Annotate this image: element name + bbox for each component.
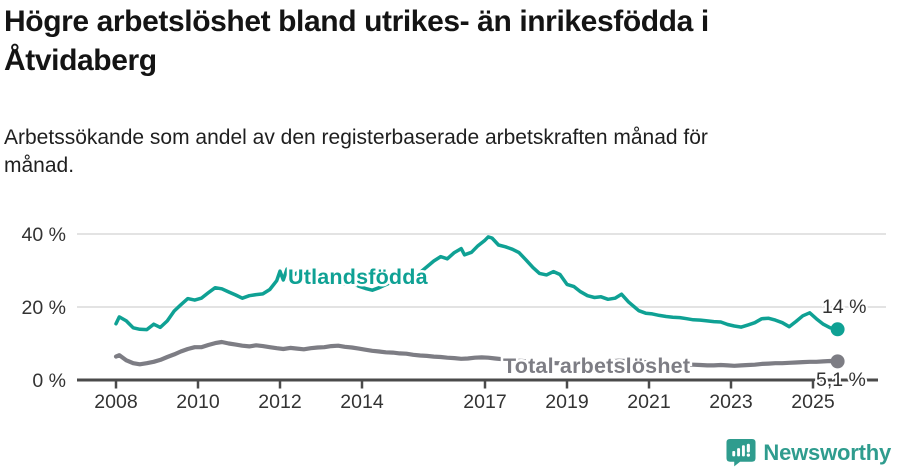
series-label-utlandsfodda: Utlandsfödda	[288, 265, 429, 289]
x-tick-label-2008: 2008	[94, 391, 137, 413]
chart-title-line-2: Åtvidaberg	[4, 44, 157, 77]
end-value-label-utlandsfodda: 14 %	[822, 296, 866, 318]
gridlines	[77, 233, 886, 308]
newsworthy-logo-icon	[726, 438, 756, 467]
x-tick-label-2019: 2019	[545, 391, 588, 413]
chart-title-line-1: Högre arbetslöshet bland utrikes- än inr…	[4, 5, 709, 38]
end-value-label-total: 5,1 %	[816, 369, 866, 391]
y-tick-label-20: 20 %	[22, 297, 66, 319]
series-line-total	[113, 339, 840, 368]
end-value-labels: 14 % 5,1 %	[814, 294, 868, 393]
x-tick-label-2021: 2021	[627, 391, 670, 413]
x-tick-label-2014: 2014	[340, 391, 384, 413]
x-axis-labels: 2008 2010 2012 2014 2017 2019 2021 2023 2025	[94, 391, 835, 413]
newsworthy-brand-text: Newsworthy	[763, 439, 891, 465]
unemployment-line-chart: 0 % 20 % 40 % 2008 2010 2012 2014 2017 2019 2021…	[22, 224, 886, 413]
x-tick-label-2025: 2025	[791, 391, 835, 413]
x-tick-label-2017: 2017	[463, 391, 506, 413]
series-inline-labels: Utlandsfödda Total arbetslöshet	[286, 263, 693, 381]
series-end-dot-total	[830, 354, 845, 369]
x-tick-label-2023: 2023	[709, 391, 752, 413]
x-tick-label-2012: 2012	[258, 391, 301, 413]
chart-subtitle: Arbetssökande som andel av den registerb…	[4, 124, 708, 181]
series-end-dots	[830, 322, 845, 369]
series-end-dot-utlandsfodda	[830, 322, 845, 337]
series-line-utlandsfodda	[114, 235, 840, 332]
newsworthy-brand: Newsworthy	[726, 438, 891, 467]
x-tick-label-2010: 2010	[176, 391, 220, 413]
y-tick-label-0: 0 %	[32, 370, 66, 392]
chart-title: Högre arbetslöshet bland utrikes- än inr…	[4, 2, 709, 80]
y-tick-label-40: 40 %	[22, 224, 66, 246]
series-label-total: Total arbetslöshet	[503, 354, 690, 378]
series-lines	[113, 235, 840, 368]
x-axis	[77, 378, 878, 389]
chart-subtitle-line-2: månad.	[4, 154, 75, 178]
y-axis-labels: 0 % 20 % 40 %	[22, 224, 66, 392]
chart-subtitle-line-1: Arbetssökande som andel av den registerb…	[4, 126, 708, 149]
